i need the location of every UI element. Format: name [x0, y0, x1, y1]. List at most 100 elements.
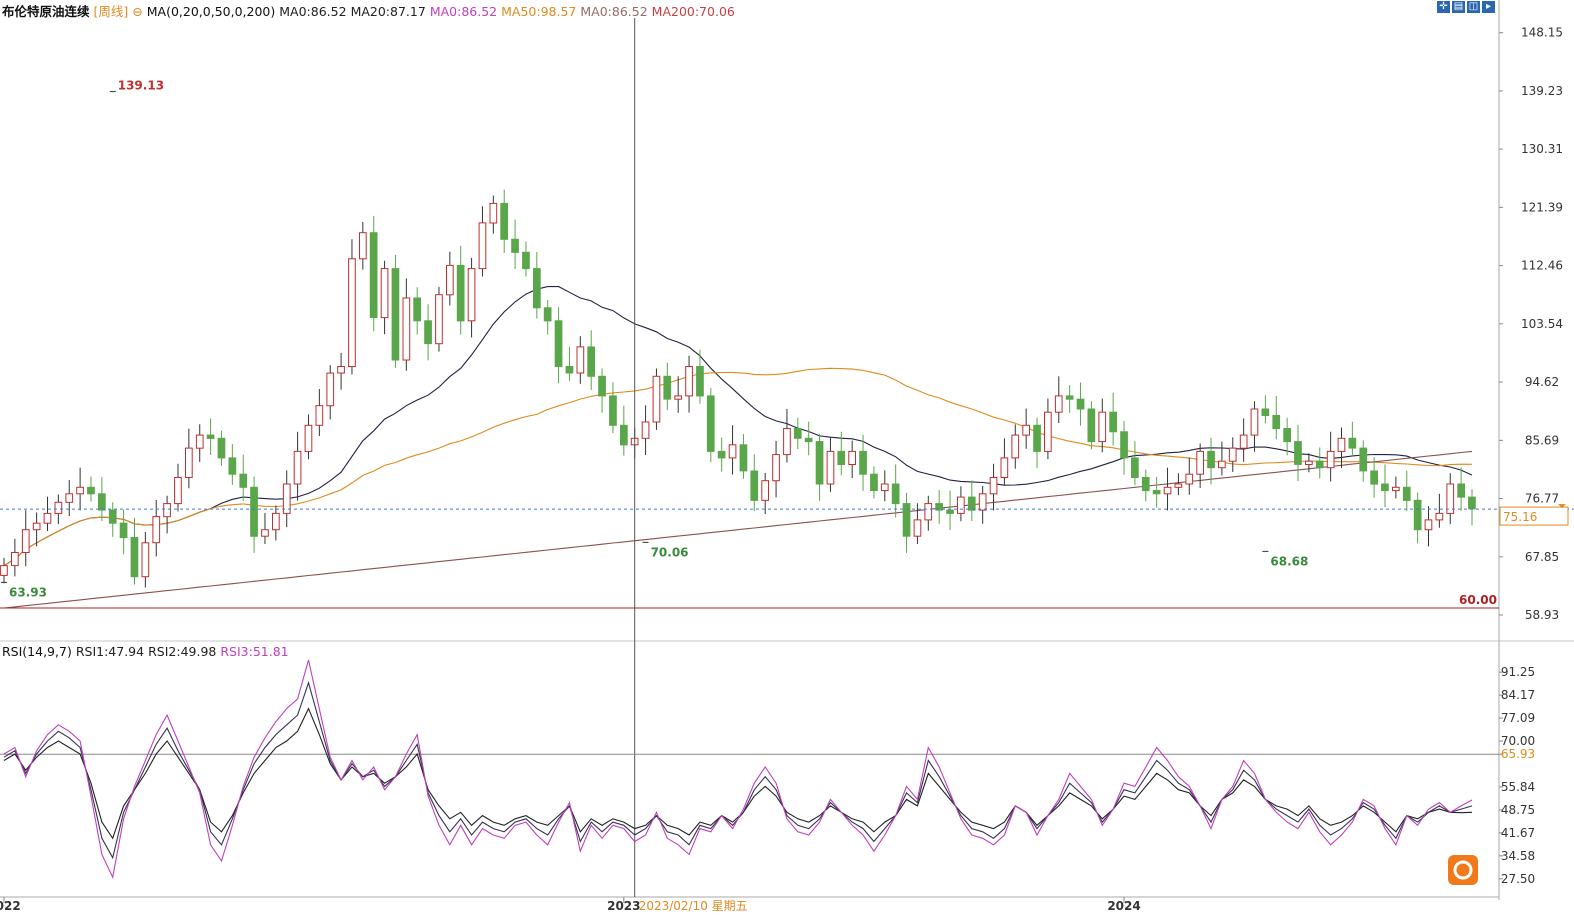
candle-up[interactable]: [54, 501, 63, 514]
candle-up[interactable]: [11, 552, 19, 567]
candle-down[interactable]: [1468, 496, 1476, 510]
candle-down[interactable]: [891, 483, 900, 505]
candle-up[interactable]: [989, 477, 998, 495]
candle-down[interactable]: [87, 486, 95, 495]
candle-up[interactable]: [1239, 434, 1248, 449]
candle-up[interactable]: [467, 268, 476, 322]
candle-down[interactable]: [217, 437, 226, 459]
candle-up[interactable]: [315, 405, 324, 426]
candle-down[interactable]: [543, 307, 552, 322]
candle-up[interactable]: [152, 516, 161, 544]
candle-up[interactable]: [380, 268, 389, 319]
candle-up[interactable]: [185, 447, 193, 479]
candle-up[interactable]: [195, 434, 204, 449]
candle-up[interactable]: [1446, 483, 1455, 514]
candle-up[interactable]: [337, 366, 345, 374]
candle-down[interactable]: [1033, 424, 1041, 452]
candle-up[interactable]: [1044, 411, 1052, 452]
candle-up[interactable]: [1000, 457, 1009, 478]
candle-up[interactable]: [761, 480, 769, 501]
candle-down[interactable]: [815, 441, 824, 485]
candle-down[interactable]: [98, 493, 106, 511]
candle-up[interactable]: [1098, 411, 1107, 443]
candle-down[interactable]: [1261, 408, 1270, 416]
candle-up[interactable]: [1163, 486, 1172, 495]
candle-up[interactable]: [261, 529, 269, 537]
candle-up[interactable]: [1228, 447, 1237, 462]
candle-down[interactable]: [1076, 398, 1085, 410]
candle-down[interactable]: [1131, 457, 1139, 478]
layout-icon[interactable]: ▤: [1452, 1, 1465, 13]
candle-down[interactable]: [935, 503, 943, 511]
candle-up[interactable]: [978, 493, 987, 511]
candle-down[interactable]: [522, 251, 530, 270]
candle-up[interactable]: [772, 454, 780, 482]
candle-down[interactable]: [1272, 415, 1281, 430]
candle-down[interactable]: [130, 537, 139, 578]
candle-down[interactable]: [1413, 499, 1422, 531]
candle-up[interactable]: [641, 421, 650, 439]
candle-down[interactable]: [967, 496, 976, 511]
candle-down[interactable]: [750, 470, 759, 501]
candle-down[interactable]: [1152, 490, 1161, 495]
candle-down[interactable]: [1120, 431, 1128, 459]
candle-down[interactable]: [1087, 408, 1096, 443]
candle-down[interactable]: [119, 522, 128, 539]
candle-down[interactable]: [108, 509, 117, 524]
candle-down[interactable]: [1402, 486, 1411, 501]
candle-down[interactable]: [717, 450, 726, 459]
candle-down[interactable]: [946, 509, 954, 514]
candle-up[interactable]: [359, 232, 367, 260]
candle-up[interactable]: [326, 372, 335, 407]
candle-down[interactable]: [391, 268, 400, 361]
collapse-icon[interactable]: ▸: [1482, 1, 1495, 13]
candle-down[interactable]: [1065, 395, 1074, 400]
candle-down[interactable]: [902, 503, 911, 537]
candle-up[interactable]: [1185, 473, 1194, 485]
candle-down[interactable]: [456, 264, 465, 322]
candle-down[interactable]: [424, 320, 432, 345]
candle-up[interactable]: [282, 483, 291, 514]
candle-up[interactable]: [489, 202, 498, 224]
candle-up[interactable]: [65, 493, 74, 503]
candle-up[interactable]: [174, 477, 182, 505]
candle-up[interactable]: [348, 258, 356, 367]
candle-up[interactable]: [272, 512, 280, 531]
candle-down[interactable]: [1141, 477, 1150, 492]
candle-down[interactable]: [696, 366, 704, 397]
crosshair-icon[interactable]: ✛: [1437, 1, 1450, 13]
candle-down[interactable]: [1359, 447, 1368, 472]
candle-down[interactable]: [206, 434, 215, 439]
candle-up[interactable]: [924, 503, 933, 521]
candle-down[interactable]: [706, 395, 715, 452]
candle-down[interactable]: [1207, 450, 1215, 469]
candle-up[interactable]: [728, 444, 737, 459]
candle-down[interactable]: [739, 444, 748, 472]
candle-up[interactable]: [1392, 486, 1400, 492]
candle-down[interactable]: [1370, 470, 1379, 485]
candle-up[interactable]: [32, 522, 41, 531]
candle-up[interactable]: [1174, 483, 1183, 488]
candle-up[interactable]: [848, 450, 856, 465]
candle-up[interactable]: [1250, 408, 1259, 436]
candle-down[interactable]: [859, 450, 867, 475]
candle-up[interactable]: [826, 450, 835, 485]
period-toggle-icon[interactable]: ⊖: [132, 4, 143, 19]
candle-down[interactable]: [554, 320, 563, 367]
rsi-params[interactable]: RSI(14,9,7): [2, 644, 72, 659]
candle-up[interactable]: [1337, 437, 1346, 452]
candle-down[interactable]: [1315, 460, 1324, 469]
candle-up[interactable]: [1218, 460, 1226, 469]
window-icon[interactable]: ◫: [1467, 1, 1480, 13]
candle-up[interactable]: [43, 512, 52, 524]
candle-down[interactable]: [587, 346, 595, 377]
candle-up[interactable]: [1424, 519, 1433, 531]
candle-up[interactable]: [1435, 512, 1444, 521]
candle-down[interactable]: [1294, 441, 1302, 465]
candle-down[interactable]: [793, 428, 802, 439]
candle-up[interactable]: [435, 294, 443, 345]
candle-up[interactable]: [76, 486, 84, 495]
candle-down[interactable]: [565, 366, 574, 374]
candle-down[interactable]: [369, 232, 378, 318]
